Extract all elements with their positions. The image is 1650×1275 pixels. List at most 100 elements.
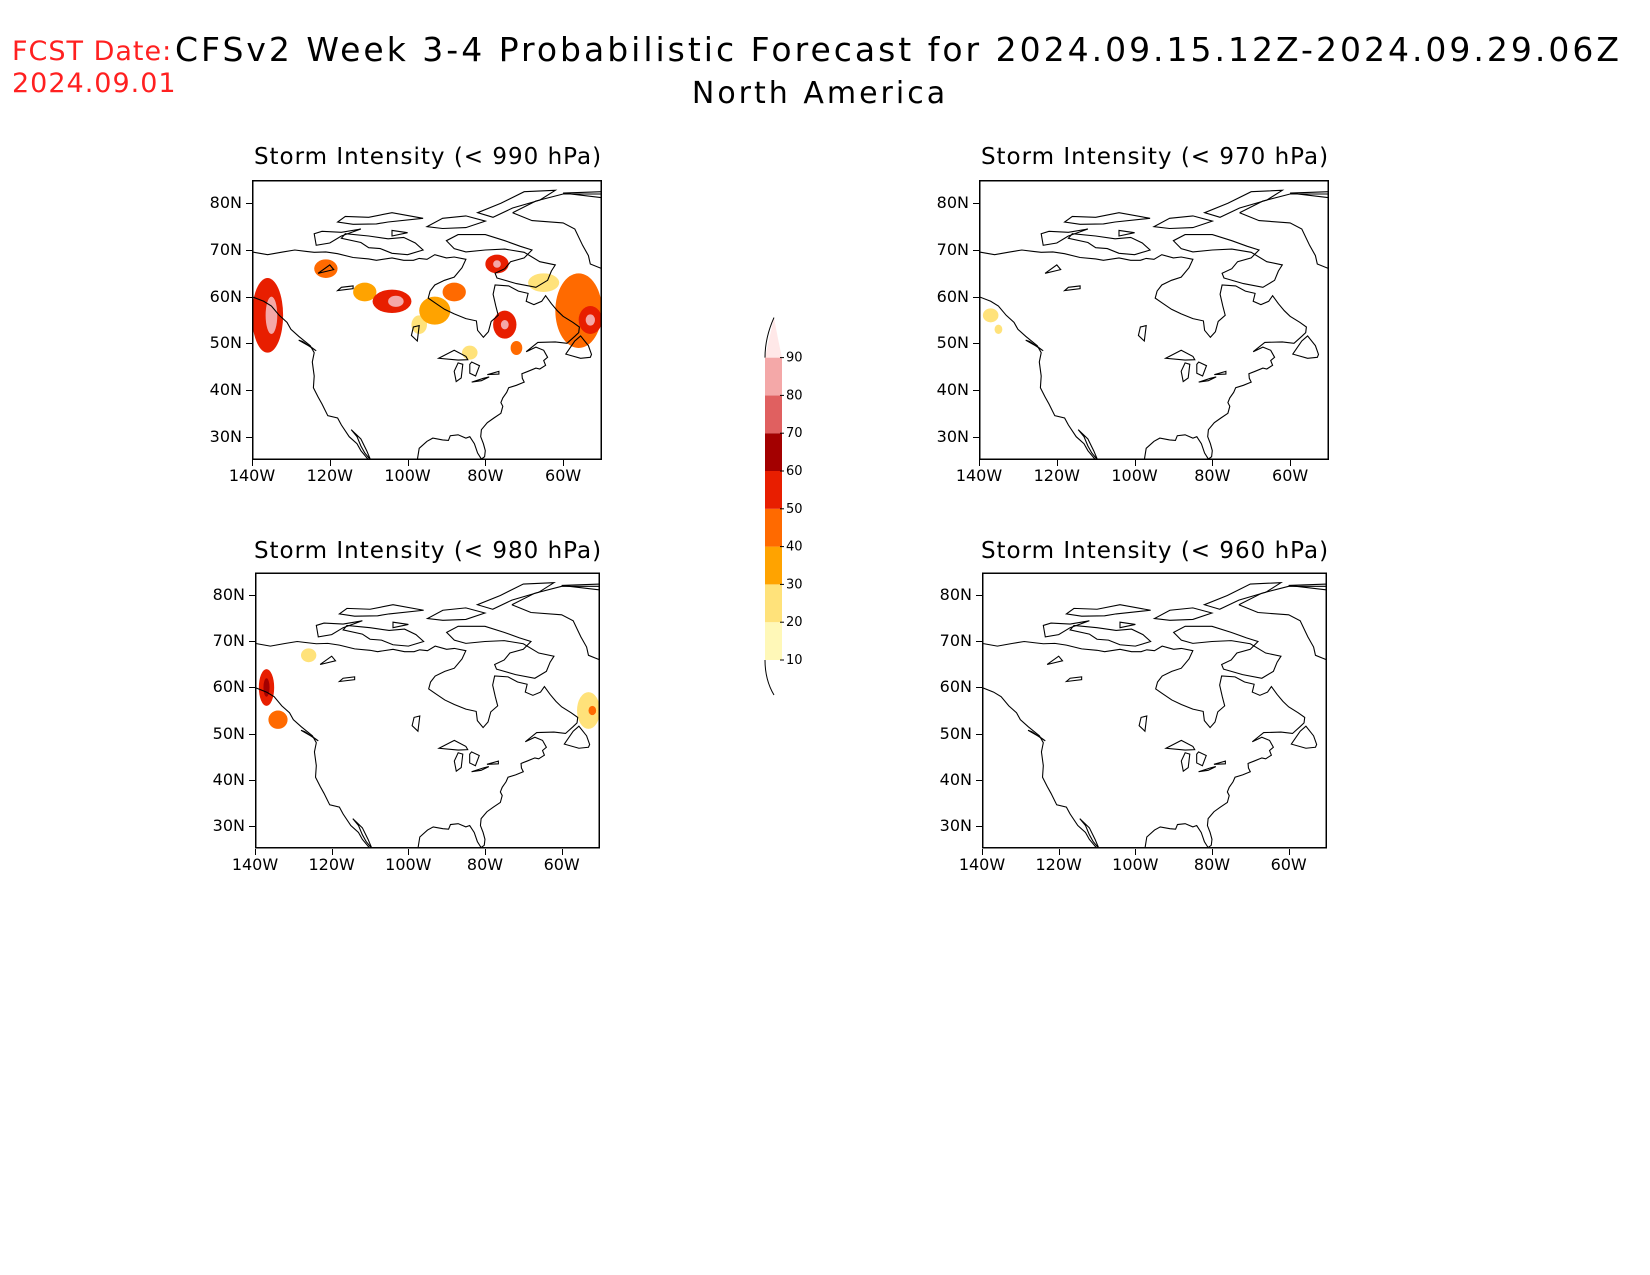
colorbar-label: 30 [786, 577, 803, 592]
lat-tick-label: 50N [939, 723, 972, 743]
map-frame [252, 180, 602, 460]
lat-tick-label: 70N [936, 240, 969, 259]
lon-tick [1288, 849, 1290, 855]
lon-tick [1212, 460, 1214, 466]
panel-title-960: Storm Intensity (< 960 hPa) [980, 538, 1330, 564]
lat-tick-label: 60N [939, 677, 972, 697]
greenland-outline [1239, 193, 1329, 270]
colorbar: 10 20 30 40 50 60 70 80 90 [764, 317, 803, 696]
lake-outline [337, 676, 356, 683]
lake-outline [486, 760, 499, 765]
island-outline [313, 228, 362, 246]
island-outline [1025, 339, 1044, 352]
island-outline [298, 339, 317, 352]
lake-outline [1044, 264, 1062, 274]
coastline-east [255, 640, 579, 849]
lat-tick-label: 60N [936, 286, 969, 306]
probability-area-80 [585, 314, 595, 326]
lon-tick [485, 460, 487, 466]
lat-tick [249, 825, 255, 827]
lake-outline [469, 361, 481, 377]
lake-outline [1137, 324, 1147, 343]
lake-outline [1180, 752, 1191, 773]
lat-tick [976, 825, 982, 827]
lat-tick-label: 30N [936, 426, 969, 446]
lat-tick [976, 733, 982, 735]
lon-tick [979, 460, 980, 466]
colorbar-segment-80 [765, 357, 782, 396]
lake-outline [411, 715, 421, 733]
island-outline [1172, 234, 1284, 288]
colorbar-label: 20 [786, 615, 803, 630]
lat-tick [249, 641, 255, 643]
probability-area-20 [994, 324, 1003, 334]
colorbar-label: 10 [786, 653, 803, 668]
lake-outline [471, 376, 490, 383]
coastline-east [252, 249, 580, 460]
probability-area-30 [353, 282, 377, 302]
lon-tick-label: 140W [955, 466, 1003, 485]
colorbar-upper-extension [765, 317, 782, 358]
greenland-outline [512, 193, 602, 270]
lake-outline [1196, 361, 1208, 377]
colorbar-label: 40 [786, 540, 803, 555]
lat-tick [973, 343, 979, 345]
figure-title: CFSv2 Week 3-4 Probabilistic Forecast fo… [175, 30, 1622, 69]
lon-tick [255, 849, 256, 855]
probability-area-80 [388, 295, 404, 307]
lake-outline [471, 766, 490, 773]
island-outline [561, 583, 600, 591]
colorbar-segment-60 [765, 433, 782, 471]
panel-title-970: Storm Intensity (< 970 hPa) [980, 144, 1330, 170]
probability-area-80 [500, 320, 509, 330]
lake-outline [1196, 751, 1207, 767]
lat-tick-label: 30N [212, 815, 245, 835]
lon-tick [1056, 460, 1058, 466]
lat-tick-label: 50N [936, 333, 969, 353]
colorbar-segment-10 [765, 622, 782, 660]
probability-area-40 [442, 282, 466, 302]
lat-tick [976, 687, 982, 689]
map-frame [979, 180, 1329, 460]
lon-tick [408, 849, 410, 855]
lat-tick [976, 641, 982, 643]
colorbar-segment-30 [765, 546, 782, 585]
island-outline [1172, 625, 1282, 679]
map-frame [982, 572, 1327, 849]
island-outline [445, 234, 557, 288]
colorbar-upper-edge [764, 317, 775, 358]
forecast-date-label: FCST Date: [12, 36, 173, 67]
lat-tick-label: 70N [939, 631, 972, 651]
lon-tick [485, 849, 486, 855]
island-outline [315, 620, 363, 638]
lake-outline [1064, 676, 1083, 683]
lon-tick-label: 60W [1272, 466, 1309, 485]
probability-area-20 [301, 648, 317, 663]
lon-tick-label: 120W [1035, 855, 1082, 874]
lon-tick [331, 849, 333, 855]
coastline-west [982, 687, 1100, 849]
island-outline [475, 189, 558, 218]
lon-tick-label: 80W [467, 466, 504, 485]
coastline-west [979, 296, 1099, 460]
map-panel-960 [982, 572, 1327, 849]
lat-tick [246, 203, 252, 205]
lake-outline [1198, 376, 1217, 383]
map-panel-970 [979, 180, 1329, 460]
colorbar-segment-50 [765, 471, 782, 509]
lon-tick [252, 460, 253, 466]
island-outline [1152, 215, 1215, 230]
island-outline [1290, 191, 1329, 199]
lat-tick-label: 30N [209, 426, 242, 446]
probability-area-20 [982, 308, 999, 323]
lake-outline [1138, 715, 1148, 733]
colorbar-lower-extension [765, 660, 782, 695]
lat-tick [246, 296, 252, 298]
colorbar-segment-40 [765, 508, 782, 547]
island-outline [1067, 233, 1152, 256]
lake-outline [487, 370, 500, 376]
probability-area-60 [263, 678, 270, 697]
lat-tick [249, 687, 255, 689]
island-outline [300, 729, 319, 742]
region-subtitle: North America [691, 76, 949, 111]
